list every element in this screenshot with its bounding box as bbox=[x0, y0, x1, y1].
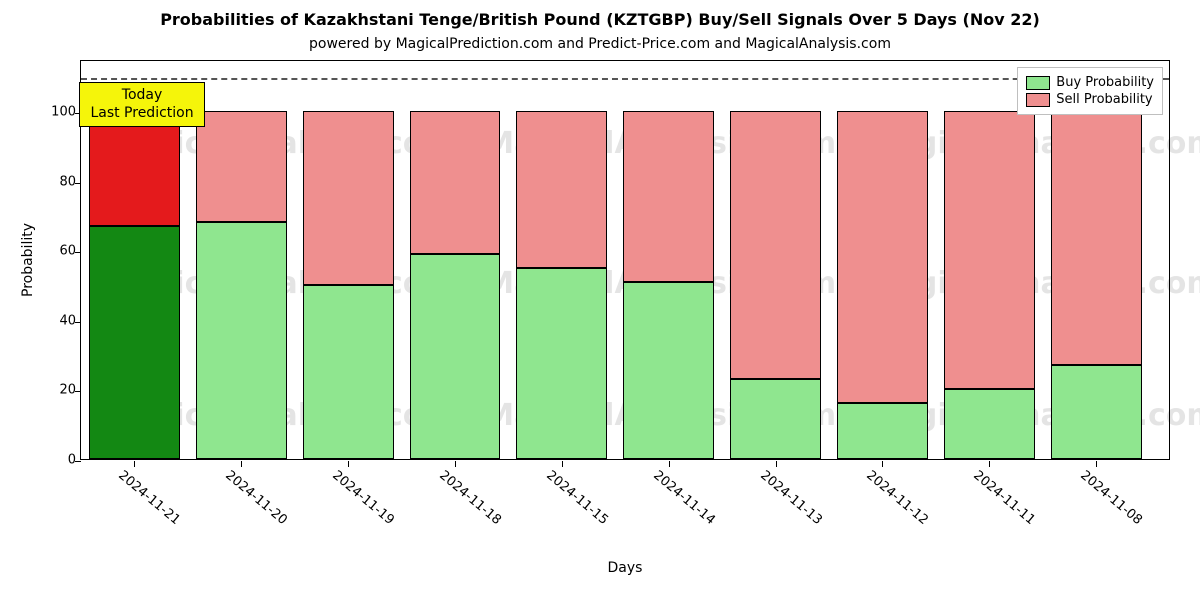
plot-area: MagicalAnalysis.comMagicalAnalysis.comMa… bbox=[80, 60, 1170, 460]
bar-sell bbox=[837, 111, 928, 403]
y-tick-mark bbox=[75, 391, 81, 392]
x-tick-mark bbox=[241, 461, 242, 467]
x-tick-mark bbox=[989, 461, 990, 467]
y-tick-mark bbox=[75, 183, 81, 184]
bar-sell bbox=[730, 111, 821, 379]
bar-buy bbox=[196, 222, 287, 459]
y-tick-label: 60 bbox=[26, 244, 76, 259]
bar-buy bbox=[1051, 365, 1142, 459]
today-annotation: TodayLast Prediction bbox=[79, 82, 204, 127]
x-tick-mark bbox=[562, 461, 563, 467]
bar-sell bbox=[410, 111, 501, 254]
x-tick-label: 2024-11-12 bbox=[864, 468, 932, 528]
bar-group bbox=[623, 111, 714, 459]
x-tick-label: 2024-11-14 bbox=[650, 468, 718, 528]
legend-swatch-buy bbox=[1026, 76, 1050, 90]
chart-figure: Probabilities of Kazakhstani Tenge/Briti… bbox=[0, 0, 1200, 600]
bar-buy bbox=[516, 268, 607, 459]
bar-buy bbox=[730, 379, 821, 459]
y-tick-mark bbox=[75, 461, 81, 462]
bar-buy bbox=[837, 403, 928, 459]
x-tick-label: 2024-11-18 bbox=[436, 468, 504, 528]
x-tick-label: 2024-11-21 bbox=[116, 468, 184, 528]
annotation-line: Today bbox=[90, 87, 193, 105]
bar-sell bbox=[944, 111, 1035, 389]
y-tick-label: 40 bbox=[26, 313, 76, 328]
bar-sell bbox=[196, 111, 287, 222]
bar-group bbox=[837, 111, 928, 459]
legend-swatch-sell bbox=[1026, 93, 1050, 107]
legend-label-sell: Sell Probability bbox=[1056, 92, 1152, 107]
annotation-line: Last Prediction bbox=[90, 105, 193, 123]
bar-sell bbox=[1051, 111, 1142, 365]
x-tick-mark bbox=[669, 461, 670, 467]
x-tick-label: 2024-11-20 bbox=[223, 468, 291, 528]
bar-group bbox=[196, 111, 287, 459]
y-tick-label: 0 bbox=[26, 453, 76, 468]
x-tick-mark bbox=[882, 461, 883, 467]
x-tick-label: 2024-11-08 bbox=[1078, 468, 1146, 528]
bar-group bbox=[516, 111, 607, 459]
bar-group bbox=[89, 111, 180, 459]
y-tick-label: 20 bbox=[26, 383, 76, 398]
bar-sell bbox=[89, 111, 180, 226]
x-tick-label: 2024-11-19 bbox=[330, 468, 398, 528]
legend-item-buy: Buy Probability bbox=[1026, 75, 1154, 90]
bar-sell bbox=[303, 111, 394, 285]
bar-buy bbox=[410, 254, 501, 459]
bar-group bbox=[303, 111, 394, 459]
x-tick-mark bbox=[1096, 461, 1097, 467]
x-tick-label: 2024-11-15 bbox=[543, 468, 611, 528]
x-axis-label: Days bbox=[80, 560, 1170, 576]
x-tick-mark bbox=[134, 461, 135, 467]
bar-sell bbox=[623, 111, 714, 281]
x-tick-label: 2024-11-13 bbox=[757, 468, 825, 528]
bar-group bbox=[410, 111, 501, 459]
bar-group bbox=[730, 111, 821, 459]
x-tick-mark bbox=[776, 461, 777, 467]
legend: Buy Probability Sell Probability bbox=[1017, 67, 1163, 115]
bar-buy bbox=[303, 285, 394, 459]
y-tick-label: 100 bbox=[26, 105, 76, 120]
bar-group bbox=[1051, 111, 1142, 459]
target-line bbox=[81, 78, 1169, 80]
y-axis-label: Probability bbox=[18, 60, 38, 460]
bar-group bbox=[944, 111, 1035, 459]
x-tick-mark bbox=[348, 461, 349, 467]
legend-item-sell: Sell Probability bbox=[1026, 92, 1154, 107]
y-tick-label: 80 bbox=[26, 174, 76, 189]
y-tick-mark bbox=[75, 252, 81, 253]
bar-buy bbox=[944, 389, 1035, 459]
x-tick-label: 2024-11-11 bbox=[971, 468, 1039, 528]
x-tick-mark bbox=[455, 461, 456, 467]
y-tick-mark bbox=[75, 322, 81, 323]
legend-label-buy: Buy Probability bbox=[1056, 75, 1154, 90]
chart-title: Probabilities of Kazakhstani Tenge/Briti… bbox=[0, 10, 1200, 29]
bar-buy bbox=[623, 282, 714, 459]
bar-buy bbox=[89, 226, 180, 459]
chart-subtitle: powered by MagicalPrediction.com and Pre… bbox=[0, 36, 1200, 52]
bar-sell bbox=[516, 111, 607, 268]
